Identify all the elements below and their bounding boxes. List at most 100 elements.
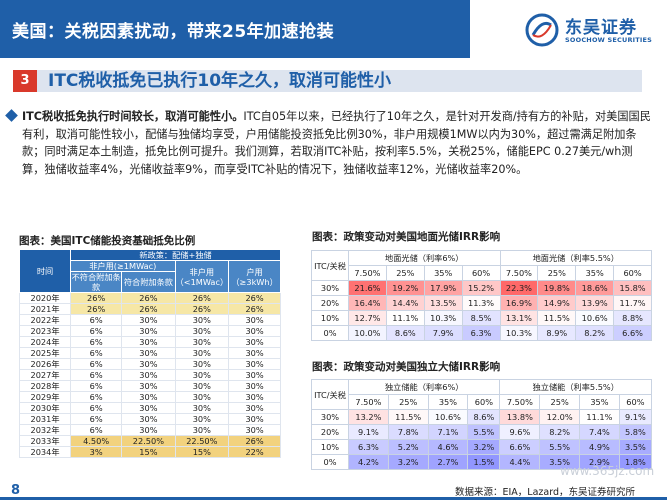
irr-cell: 12.0% (539, 409, 581, 425)
cell-d: 26% (228, 292, 281, 304)
cell-c: 30% (174, 314, 230, 326)
irr-cell: 8.5% (461, 310, 501, 326)
itc-row-label: 10% (311, 310, 349, 326)
row-year: 2026年 (18, 358, 72, 370)
group-right-header: 独立储能（利率5.5%） (499, 379, 652, 395)
logo-text-en: SOOCHOW SECURITIES (565, 36, 653, 44)
cell-a: 6% (70, 413, 123, 425)
tariff-header: 60% (467, 394, 501, 410)
irr-cell: 13.8% (499, 409, 541, 425)
irr-cell: 7.1% (427, 424, 469, 440)
cell-c: 30% (174, 402, 230, 414)
table-row: 20% 16.4% 14.4% 13.5% 11.3% 16.9% 14.9% 13.9% 11… (311, 295, 652, 311)
cell-d: 30% (228, 336, 281, 348)
itc-row-label: 0% (311, 325, 349, 341)
itc-row-label: 20% (311, 424, 349, 440)
table-row: 2030年 6% 30% 30% 30% (18, 402, 281, 414)
irr-cell: 13.5% (423, 295, 463, 311)
row-year: 2031年 (18, 413, 72, 425)
irr-cell: 5.8% (618, 424, 653, 440)
irr-cell: 11.5% (537, 310, 577, 326)
header-row: ITC/关税 地面光储（利率6%） 地面光储（利率5.5%） (311, 250, 652, 281)
irr-cell: 9.1% (618, 409, 653, 425)
col-time-header: 时间 (18, 249, 72, 293)
cell-a: 4.50% (70, 435, 123, 447)
table-row: 2033年 4.50% 22.50% 22.50% 26% (18, 435, 281, 447)
cell-b: 30% (121, 358, 176, 370)
cell-a: 6% (70, 424, 123, 436)
header-row: ITC/关税 独立储能（利率6%） 独立储能（利率5.5%） (311, 379, 652, 410)
irr-cell: 7.9% (423, 325, 463, 341)
itc-row-label: 20% (311, 295, 349, 311)
section-title-bar (37, 70, 642, 92)
cell-d: 30% (228, 314, 281, 326)
cell-d: 22% (228, 446, 281, 458)
irr-cell: 3.2% (467, 439, 501, 455)
paragraph-body: ITC自05年以来，已经执行了10年之久，是针对开发商/持有方的补贴，对美国国民… (22, 110, 651, 176)
row-year: 2021年 (18, 303, 72, 315)
irr-cell: 12.7% (348, 310, 387, 326)
corner-label: ITC/关税 (311, 379, 349, 410)
page-header: 美国：关税因素扰动，带来25年加速抢装 东吴证券 SOOCHOW SECURIT… (0, 0, 667, 60)
row-year: 2034年 (18, 446, 72, 458)
irr-cell: 6.6% (499, 439, 541, 455)
nonres-large-header: 非户用(≥1MWac) (70, 260, 176, 272)
irr-cell: 10.6% (427, 409, 469, 425)
cell-a: 6% (70, 336, 123, 348)
table-row: 2021年 26% 26% 26% 26% (18, 303, 281, 315)
irr-cell: 3.2% (387, 454, 429, 470)
cell-b: 30% (121, 413, 176, 425)
tariff-header: 25% (537, 265, 577, 281)
cell-c: 30% (174, 336, 230, 348)
irr-cell: 22.3% (499, 280, 539, 296)
group-left-header: 地面光储（利率6%） (348, 250, 501, 266)
irr-cell: 7.8% (387, 424, 429, 440)
irr-cell: 11.3% (461, 295, 501, 311)
table-row: 2025年 6% 30% 30% 30% (18, 347, 281, 359)
extra-header: 符合附加条款 (121, 271, 176, 293)
table3-caption: 图表：政策变动对美国独立大储IRR影响 (312, 361, 501, 373)
cell-c: 26% (174, 303, 230, 315)
cell-b: 30% (121, 336, 176, 348)
itc-row-label: 0% (311, 454, 349, 470)
row-year: 2033年 (18, 435, 72, 447)
cell-b: 30% (121, 380, 176, 392)
cell-c: 22.50% (174, 435, 230, 447)
cell-a: 6% (70, 314, 123, 326)
irr-cell: 13.9% (575, 295, 615, 311)
ground-pv-irr-table: ITC/关税 地面光储（利率6%） 地面光储（利率5.5%） 7.50% 25% 35% 6… (311, 250, 652, 341)
table1-caption: 图表：美国ITC储能投资基础抵免比例 (19, 235, 196, 247)
section-number: 3 (13, 70, 37, 92)
cell-b: 30% (121, 369, 176, 381)
irr-cell: 10.3% (423, 310, 463, 326)
irr-cell: 8.2% (539, 424, 581, 440)
tariff-header: 7.50% (348, 394, 389, 410)
irr-cell: 15.2% (461, 280, 501, 296)
cell-d: 30% (228, 391, 281, 403)
logo-text-cn: 东吴证券 (565, 18, 637, 38)
tariff-header: 25% (539, 394, 581, 410)
watermark: www.365jz.com (560, 464, 655, 478)
nonres-small-header: 非户用（<1MWac） (174, 260, 230, 293)
irr-cell: 4.2% (348, 454, 389, 470)
corner-label: ITC/关税 (311, 250, 349, 281)
irr-cell: 9.6% (499, 424, 541, 440)
page-title: 美国：关税因素扰动，带来25年加速抢装 (12, 22, 335, 42)
cell-d: 30% (228, 369, 281, 381)
cell-b: 30% (121, 391, 176, 403)
row-year: 2025年 (18, 347, 72, 359)
summary-paragraph: ITC税收抵免执行时间较长，取消可能性小。ITC自05年以来，已经执行了10年之… (5, 108, 654, 178)
table-row: 30% 21.6% 19.2% 17.9% 15.2% 22.3% 19.8% 18.6% 15… (311, 280, 652, 296)
cell-c: 30% (174, 424, 230, 436)
standalone-storage-irr-table: ITC/关税 独立储能（利率6%） 独立储能（利率5.5%） 7.50% 25% 35% 6… (311, 379, 653, 470)
cell-c: 30% (174, 347, 230, 359)
cell-a: 6% (70, 402, 123, 414)
irr-cell: 4.9% (579, 439, 620, 455)
table-row: 0% 10.0% 8.6% 7.9% 6.3% 10.3% 8.9% 8.2% 6.6% (311, 325, 652, 341)
irr-cell: 6.3% (348, 439, 389, 455)
itc-row-label: 30% (311, 280, 349, 296)
tariff-header: 25% (385, 265, 425, 281)
tariff-header: 60% (613, 265, 652, 281)
cell-a: 6% (70, 358, 123, 370)
irr-cell: 5.5% (467, 424, 501, 440)
